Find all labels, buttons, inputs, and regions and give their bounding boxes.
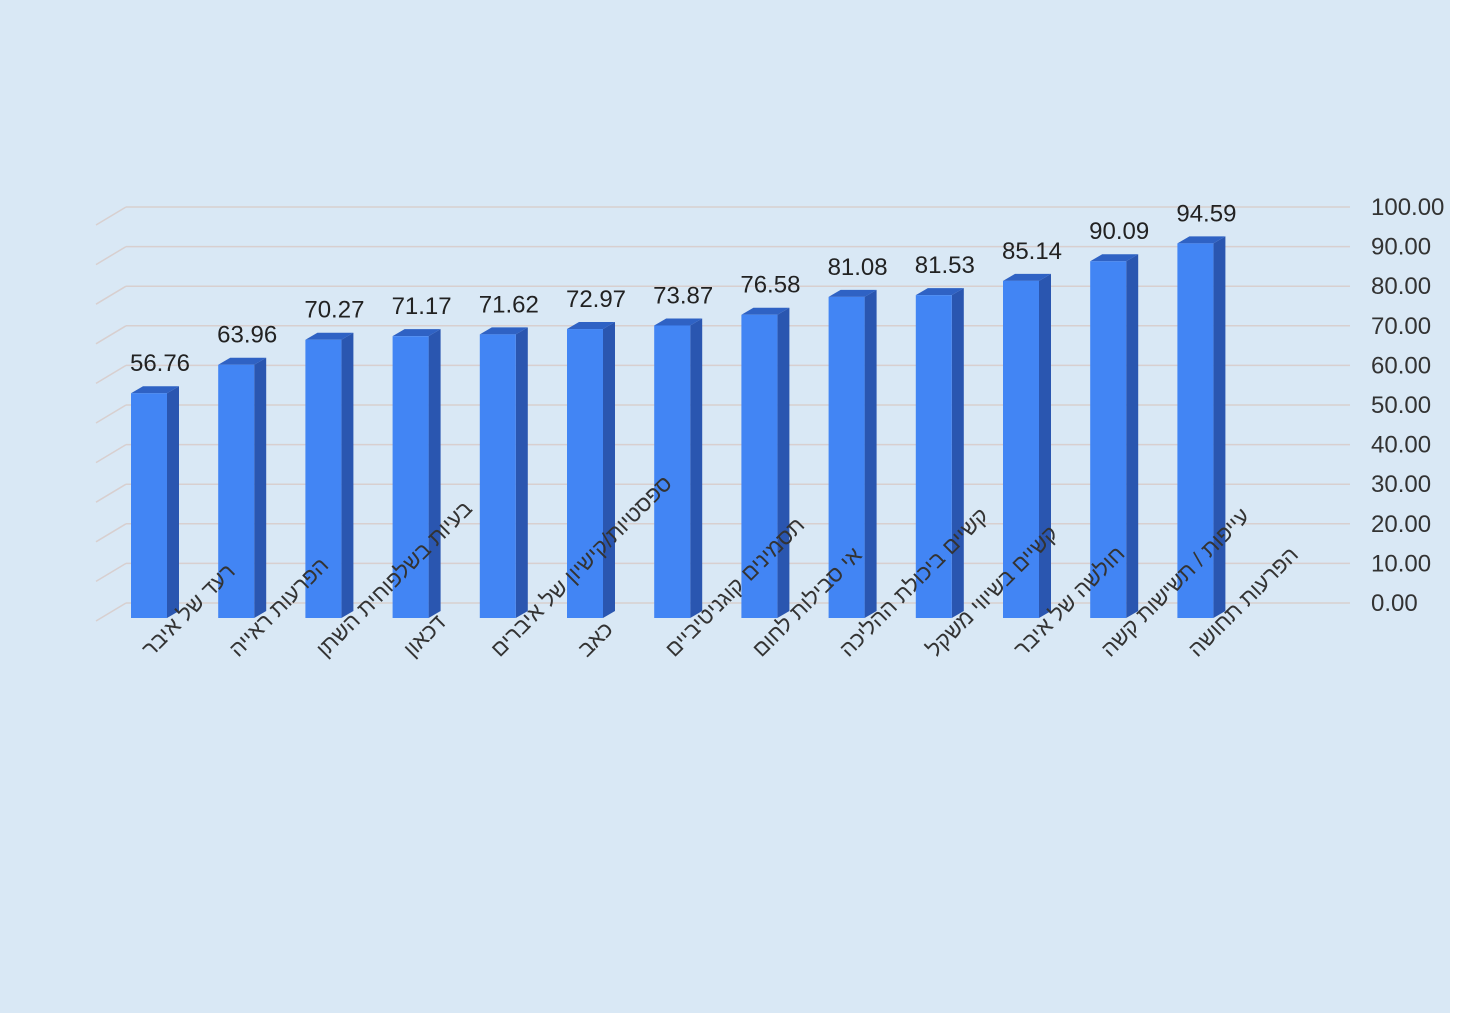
bar-top [131,386,179,394]
bar [392,329,441,618]
gridline-depth [95,523,127,543]
y-axis-ticks: 0.00 10.00 20.00 30.00 40.00 50.00 60.00 70.00 8… [1371,194,1444,617]
value-label: 71.62 [479,291,539,318]
bar [567,322,615,618]
bar-top [218,357,267,365]
gridline-depth [95,602,127,622]
value-label: 94.59 [1176,200,1236,227]
value-labels: 56.76 63.96 70.27 71.17 71.62 72.97 73.87 76.58… [130,200,1236,377]
y-tick-label: 30.00 [1371,471,1431,498]
bar-top [305,332,354,340]
y-tick-label: 100.00 [1371,194,1444,221]
bar-top [828,289,877,297]
bar-front [305,339,342,618]
bar [131,386,179,618]
value-label: 90.09 [1089,218,1149,245]
bars [131,236,1226,619]
bar-side [690,318,703,618]
value-label: 73.87 [653,282,713,309]
bar-front [567,329,603,618]
gridline-depth [95,483,127,503]
bar [305,332,354,618]
bar-front [218,364,255,618]
bar-side [254,357,267,618]
bar-top [915,288,964,296]
bar [1090,254,1139,619]
bar [915,288,964,618]
bar [1177,236,1226,619]
bar-side [1126,254,1139,619]
y-tick-label: 90.00 [1371,234,1431,261]
bar-side [1213,236,1226,619]
value-label: 70.27 [304,297,364,324]
bar-side [167,386,179,618]
bar-front [392,336,429,618]
gridline-depth [95,206,127,226]
bar-front [654,325,691,618]
value-label: 72.97 [566,286,626,313]
bar-front [1177,243,1214,619]
y-tick-label: 40.00 [1371,432,1431,459]
gridline-depth [95,245,127,266]
bar-top [1177,236,1226,244]
bar-side [515,327,528,618]
bar [741,307,790,618]
gridline-depth [95,325,127,345]
bar-top [654,318,703,326]
bar-side [428,329,441,618]
bar-top [479,327,528,335]
gridlines [95,206,1350,622]
y-tick-label: 70.00 [1371,313,1431,340]
bar-front [915,295,952,618]
y-tick-label: 50.00 [1371,392,1431,419]
gridline-depth [95,562,127,583]
bar-top [392,329,441,337]
bar-front [1090,261,1127,618]
gridline-depth [95,404,127,424]
bar [654,318,703,618]
bar-top [567,322,615,330]
value-label: 76.58 [740,272,800,299]
gridline-depth [95,443,127,464]
y-tick-label: 0.00 [1371,590,1418,617]
bar-side [777,307,790,618]
gridline-depth [95,285,127,305]
bar-side [603,322,615,618]
bar-top [741,307,790,315]
value-label: 85.14 [1002,238,1062,265]
bar-front [131,393,167,618]
value-label: 56.76 [130,350,190,377]
value-label: 71.17 [392,293,452,320]
bar-top [1003,273,1051,281]
y-tick-label: 10.00 [1371,550,1431,577]
bar [218,357,267,618]
bar-top [1090,254,1139,262]
bar [479,327,528,618]
bar [1003,273,1051,618]
y-tick-label: 20.00 [1371,511,1431,538]
bar-front [741,314,778,618]
category-label: כאב [573,617,618,662]
bar-side [951,288,964,618]
bar-front [479,334,516,618]
value-label: 81.08 [828,254,888,281]
y-tick-label: 60.00 [1371,352,1431,379]
bar-front [1003,280,1039,618]
bar-front [828,296,865,618]
bar-side [341,332,354,618]
bar [828,289,877,618]
gridline-depth [95,364,127,385]
value-label: 63.96 [217,322,277,349]
bar-side [864,289,877,618]
value-label: 81.53 [915,252,975,279]
y-tick-label: 80.00 [1371,273,1431,300]
bar-side [1039,273,1051,618]
